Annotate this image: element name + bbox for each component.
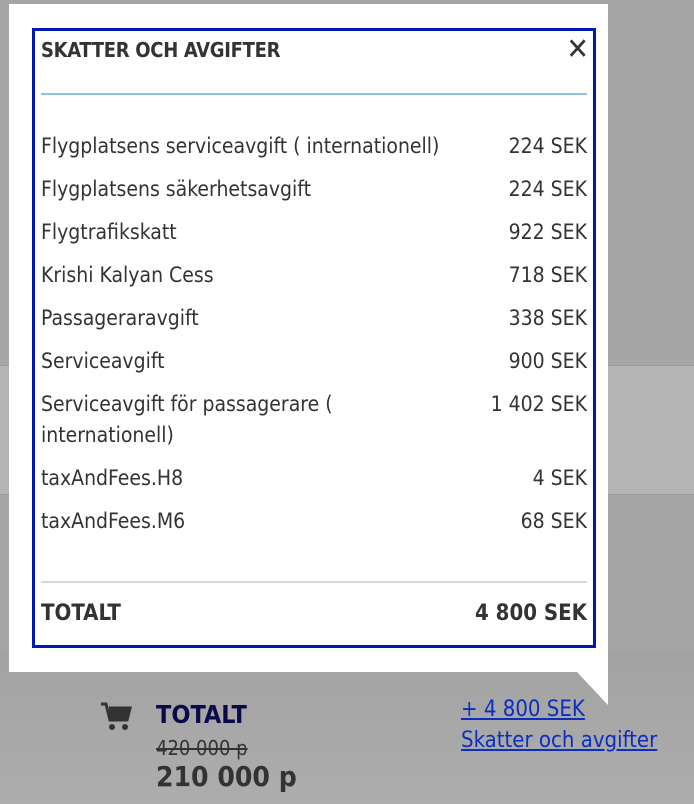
fees-total-amount: 4 800 SEK: [475, 601, 587, 626]
fee-label: Flygplatsens serviceavgift ( internation…: [41, 134, 440, 158]
fee-label: Flygplatsens säkerhetsavgift: [41, 177, 311, 201]
close-icon[interactable]: ✕: [566, 32, 589, 67]
fee-amount: 1 402 SEK: [490, 392, 587, 416]
popover-title: SKATTER OCH AVGIFTER: [41, 38, 281, 62]
fee-label: Serviceavgift: [41, 349, 165, 373]
fee-row: taxAndFees.M6 68 SEK: [41, 506, 587, 537]
fees-total-row: TOTALT 4 800 SEK: [41, 601, 587, 626]
taxes-and-fees-link[interactable]: Skatter och avgifter: [461, 728, 658, 753]
fee-amount: 922 SEK: [508, 220, 587, 244]
fee-amount: 68 SEK: [520, 509, 587, 533]
old-price: 420 000 p: [156, 736, 248, 760]
fee-amount: 4 SEK: [532, 466, 587, 490]
taxes-box: SKATTER OCH AVGIFTER ✕ Flygplatsens serv…: [32, 28, 596, 648]
fee-row: Flygtrafikskatt 922 SEK: [41, 217, 587, 248]
fee-row: taxAndFees.H8 4 SEK: [41, 463, 587, 494]
fee-label: taxAndFees.H8: [41, 466, 184, 490]
taxes-popover: SKATTER OCH AVGIFTER ✕ Flygplatsens serv…: [9, 4, 608, 672]
fee-row: Krishi Kalyan Cess 718 SEK: [41, 260, 587, 291]
footer-total-label: TOTALT: [156, 700, 247, 729]
fee-label: Krishi Kalyan Cess: [41, 263, 214, 287]
fee-amount: 718 SEK: [508, 263, 587, 287]
divider: [41, 581, 587, 583]
fee-amount: 900 SEK: [508, 349, 587, 373]
divider: [41, 93, 587, 95]
fee-list: Flygplatsens serviceavgift ( internation…: [41, 131, 587, 549]
fee-label: taxAndFees.M6: [41, 509, 186, 533]
fee-row: Serviceavgift för passagerare ( internat…: [41, 389, 587, 451]
fee-amount: 224 SEK: [508, 177, 587, 201]
fee-label: Serviceavgift för passagerare ( internat…: [41, 392, 333, 447]
popover-tail: [576, 671, 608, 705]
fee-row: Serviceavgift 900 SEK: [41, 346, 587, 377]
fee-label: Passageraravgift: [41, 306, 199, 330]
fee-label: Flygtrafikskatt: [41, 220, 177, 244]
fees-amount-link[interactable]: + 4 800 SEK: [461, 697, 585, 722]
fee-amount: 338 SEK: [508, 306, 587, 330]
fee-row: Flygplatsens säkerhetsavgift 224 SEK: [41, 174, 587, 205]
fees-total-label: TOTALT: [41, 601, 121, 626]
fee-row: Passageraravgift 338 SEK: [41, 303, 587, 334]
new-price: 210 000 p: [156, 760, 297, 793]
cart-icon: [101, 702, 132, 730]
fee-amount: 224 SEK: [508, 134, 587, 158]
fee-row: Flygplatsens serviceavgift ( internation…: [41, 131, 587, 162]
